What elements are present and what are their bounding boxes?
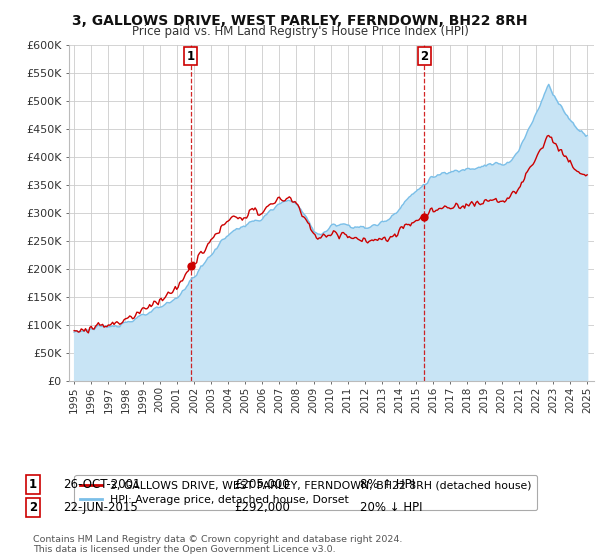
Text: Price paid vs. HM Land Registry's House Price Index (HPI): Price paid vs. HM Land Registry's House … — [131, 25, 469, 38]
Legend: 3, GALLOWS DRIVE, WEST PARLEY, FERNDOWN, BH22 8RH (detached house), HPI: Average: 3, GALLOWS DRIVE, WEST PARLEY, FERNDOWN,… — [74, 475, 537, 510]
Text: 22-JUN-2015: 22-JUN-2015 — [63, 501, 138, 515]
Text: 3, GALLOWS DRIVE, WEST PARLEY, FERNDOWN, BH22 8RH: 3, GALLOWS DRIVE, WEST PARLEY, FERNDOWN,… — [72, 14, 528, 28]
Text: £205,000: £205,000 — [234, 478, 290, 491]
Text: Contains HM Land Registry data © Crown copyright and database right 2024.
This d: Contains HM Land Registry data © Crown c… — [33, 535, 403, 554]
Text: 2: 2 — [29, 501, 37, 515]
Text: 2: 2 — [420, 50, 428, 63]
Text: £292,000: £292,000 — [234, 501, 290, 515]
Text: 1: 1 — [187, 50, 195, 63]
Text: 20% ↓ HPI: 20% ↓ HPI — [360, 501, 422, 515]
Text: 8% ↑ HPI: 8% ↑ HPI — [360, 478, 415, 491]
Text: 26-OCT-2001: 26-OCT-2001 — [63, 478, 140, 491]
Text: 1: 1 — [29, 478, 37, 491]
